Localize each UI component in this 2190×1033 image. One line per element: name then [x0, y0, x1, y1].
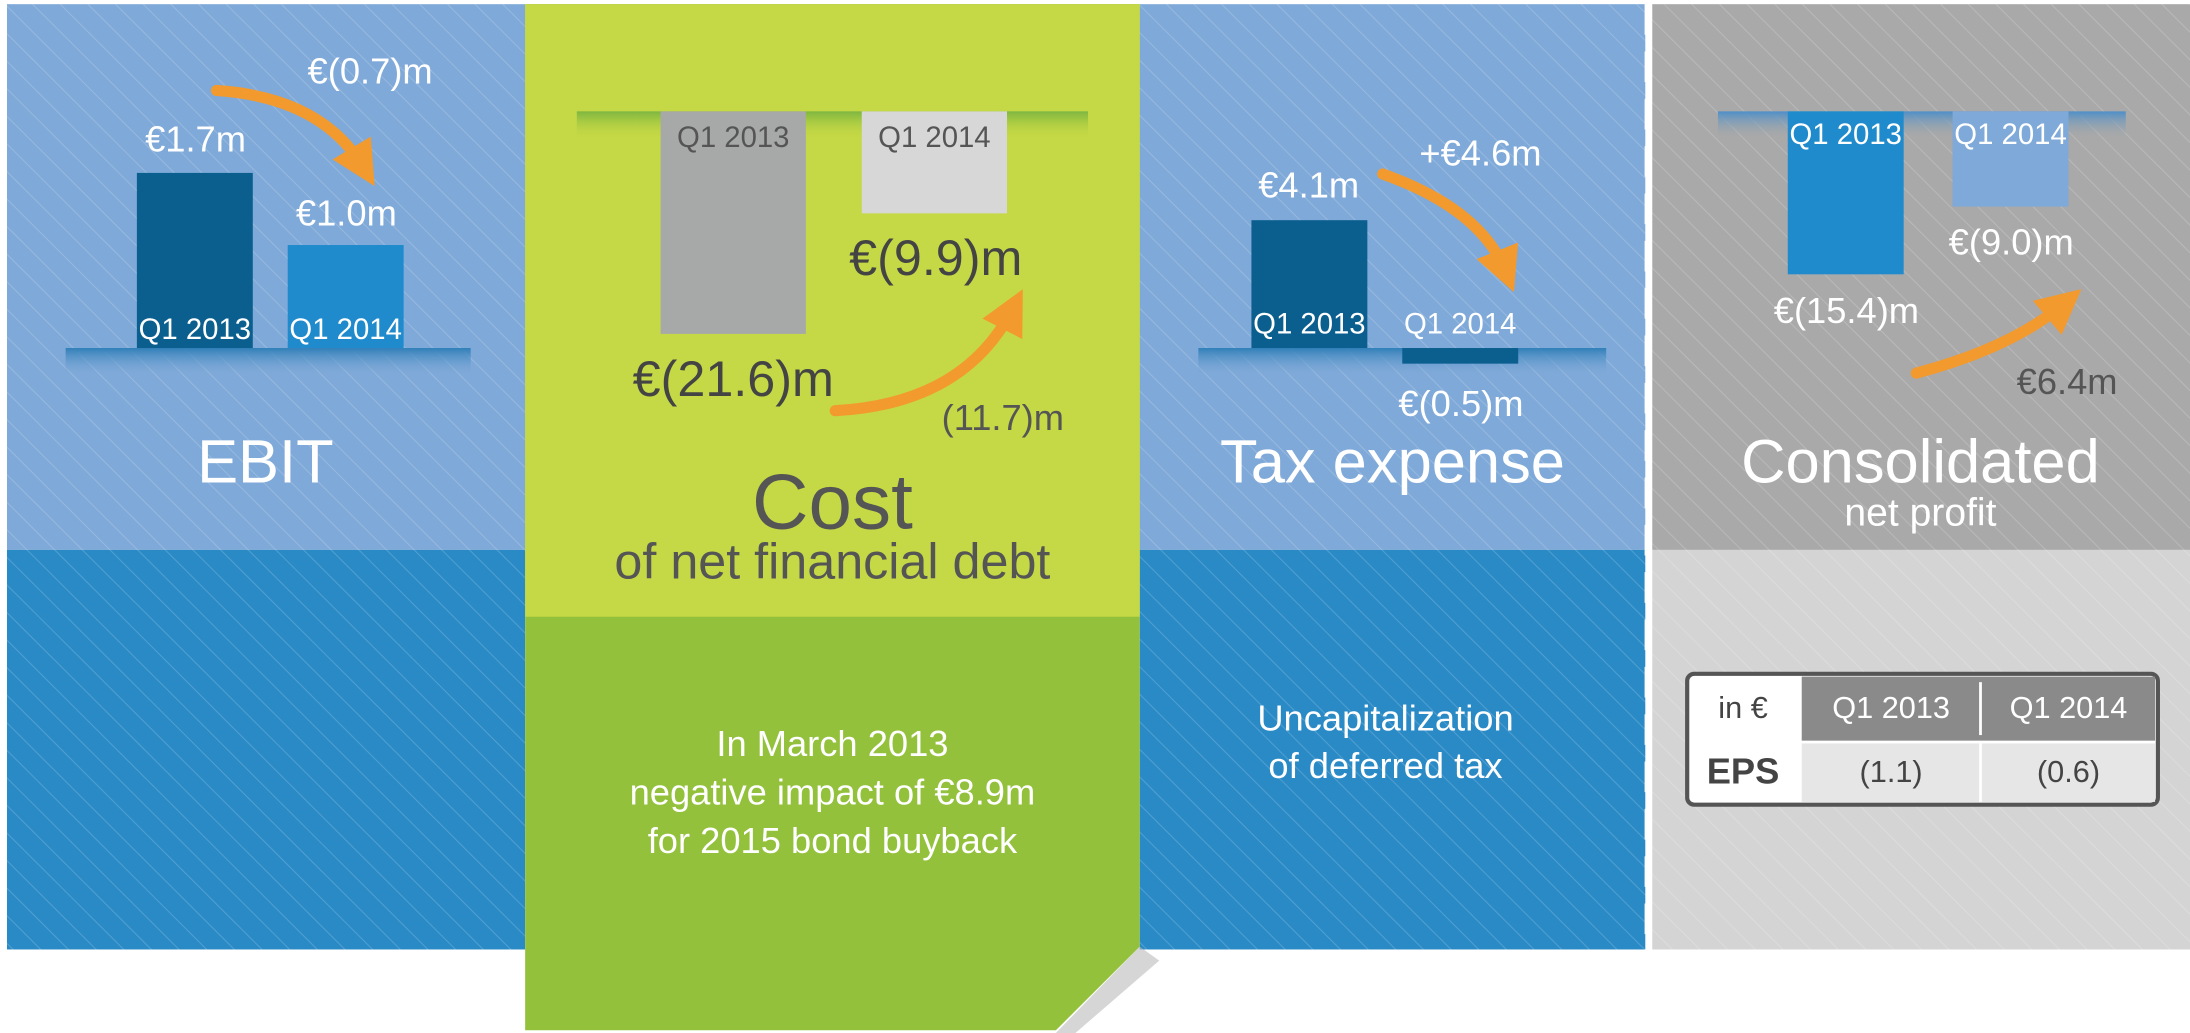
baseline-band [576, 111, 1089, 140]
bar [1251, 220, 1368, 349]
baseline-band [65, 348, 471, 376]
note-line: for 2015 bond buyback [648, 820, 1018, 861]
value-label: €4.1m [1258, 165, 1359, 206]
value-label: €(0.5)m [1398, 383, 1523, 424]
value-label: €1.0m [296, 192, 397, 233]
table-header: Q1 2014 [2010, 691, 2128, 725]
row-cell [1801, 743, 2156, 802]
category-label: Q1 2014 [1954, 118, 2066, 151]
category-label: Q1 2014 [289, 313, 401, 346]
value-label: €(21.6)m [633, 351, 834, 407]
panel-subtitle: of net financial debt [614, 534, 1050, 590]
note-line: In March 2013 [716, 723, 948, 764]
category-label: Q1 2014 [878, 121, 990, 154]
bar [660, 111, 806, 334]
table-header: in € [1718, 691, 1768, 725]
bar [861, 111, 1008, 214]
table-cell: EPS [1707, 751, 1780, 792]
table-cell: (0.6) [2037, 755, 2100, 789]
fold-shadow [1055, 946, 1160, 1033]
note-line: Uncapitalization [1257, 698, 1513, 739]
bar [1402, 348, 1519, 364]
change-label: +€4.6m [1419, 133, 1541, 174]
change-label: €(0.7)m [308, 50, 433, 91]
bar [1952, 111, 2069, 207]
change-arrow [829, 289, 1023, 417]
category-label: Q1 2013 [139, 313, 251, 346]
bar [287, 245, 404, 349]
change-arrow [210, 84, 375, 187]
bar [136, 172, 253, 349]
change-label: (11.7)m [942, 397, 1064, 438]
category-label: Q1 2013 [1789, 118, 1901, 151]
panel-subtitle: net profit [1844, 491, 1996, 534]
change-label: €6.4m [2017, 361, 2118, 402]
value-label: €1.7m [145, 119, 246, 160]
panel-title: EBIT [197, 428, 334, 497]
change-arrow [1910, 289, 2082, 379]
category-label: Q1 2013 [1253, 308, 1365, 341]
table-header: Q1 2013 [1832, 691, 1950, 725]
note-line: of deferred tax [1268, 745, 1502, 786]
value-label: €(9.9)m [849, 230, 1022, 286]
panel-title: Tax expense [1220, 428, 1565, 497]
bar [1787, 111, 1904, 275]
panel-title: Consolidated [1741, 428, 2100, 497]
panel-bg [525, 4, 1140, 617]
note-line: negative impact of €8.9m [630, 772, 1036, 813]
panel-title: Cost [752, 458, 913, 546]
change-arrow [1377, 168, 1519, 293]
value-label: €(9.0)m [1949, 222, 2074, 263]
category-label: Q1 2013 [677, 121, 789, 154]
table-cell: (1.1) [1860, 755, 1923, 789]
value-label: €(15.4)m [1774, 290, 1919, 331]
header-cell [1801, 676, 2156, 741]
category-label: Q1 2014 [1404, 308, 1516, 341]
